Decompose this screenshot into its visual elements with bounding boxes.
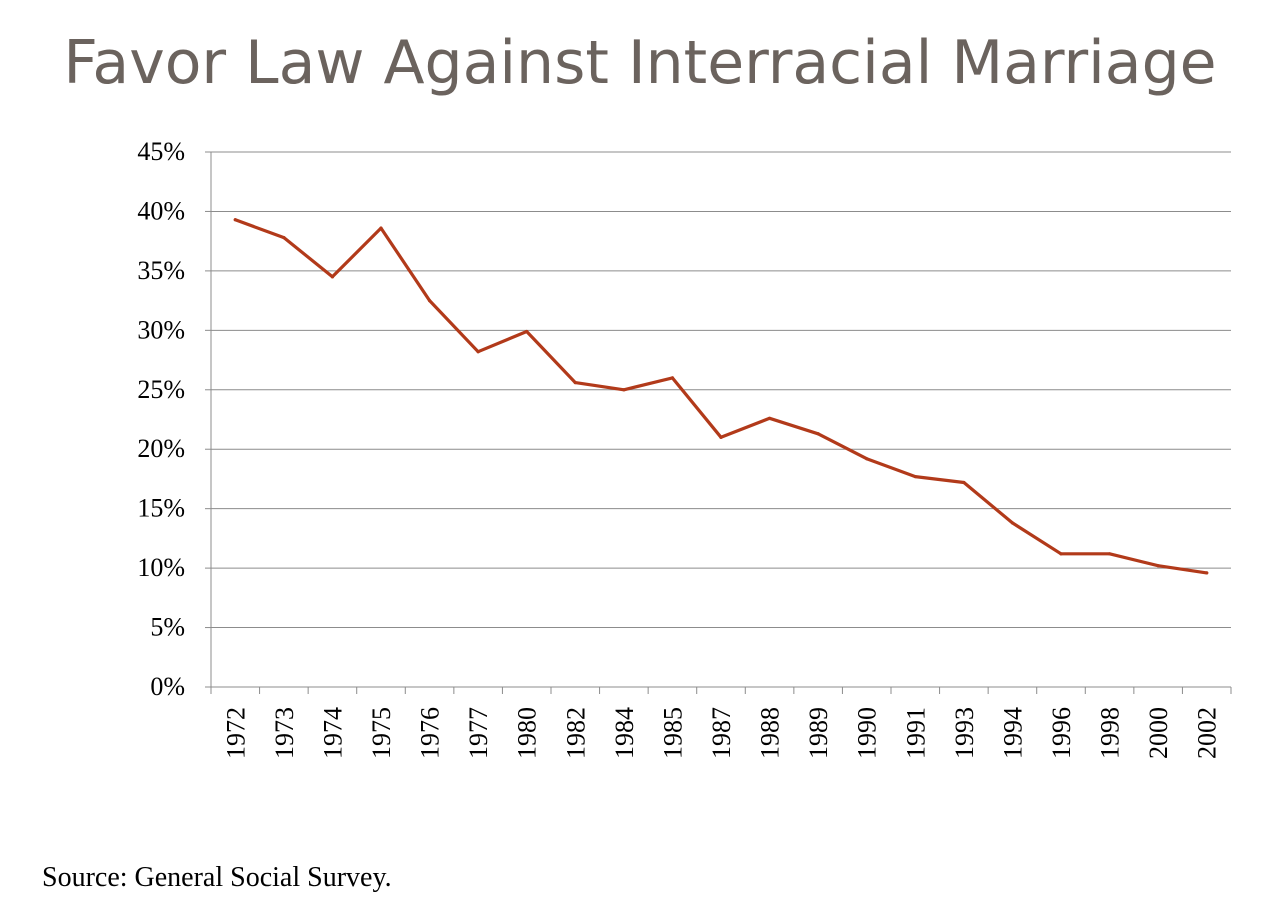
data-point	[525, 329, 529, 334]
y-tick-label: 15%	[137, 494, 185, 523]
x-tick-label: 1987	[707, 707, 736, 759]
x-tick-labels: 1972 1973 1974 1975 1976 1977 1980 1982 1984 1985…	[221, 707, 1221, 759]
data-point	[913, 474, 917, 479]
x-tick-label: 1998	[1096, 707, 1125, 759]
x-tick-label: 1989	[804, 707, 833, 759]
y-tick-label: 30%	[137, 315, 185, 344]
data-point	[1010, 521, 1015, 525]
data-point	[330, 275, 335, 279]
axes	[205, 151, 1232, 694]
x-tick-label: 1980	[513, 707, 542, 759]
chart-title: Favor Law Against Interracial Marriage	[63, 28, 1217, 98]
data-point	[476, 350, 480, 354]
x-tick-label: 2000	[1144, 707, 1173, 759]
gridlines	[211, 151, 1231, 629]
x-tick-label: 1974	[318, 707, 347, 759]
data-point	[719, 435, 723, 439]
x-tick-label: 2002	[1193, 707, 1222, 759]
data-point	[767, 416, 772, 420]
y-tick-label: 10%	[137, 553, 185, 582]
x-tick-label: 1975	[367, 707, 396, 759]
data-point	[1107, 552, 1112, 556]
series	[233, 218, 1209, 575]
x-tick-label: 1977	[464, 707, 493, 759]
x-tick-label: 1972	[221, 707, 250, 759]
x-tick-label: 1996	[1047, 707, 1076, 759]
x-tick-label: 1984	[610, 707, 639, 759]
data-point	[233, 218, 237, 222]
y-tick-label: 45%	[137, 137, 185, 166]
y-tick-labels: 0% 5% 10% 15% 20% 25% 30% 35% 40% 45%	[137, 137, 185, 701]
data-point	[1156, 564, 1160, 568]
x-tick-label: 1993	[950, 707, 979, 759]
x-tick-label: 1976	[416, 707, 445, 759]
data-point	[865, 457, 869, 461]
data-point	[816, 432, 820, 436]
x-tick-label: 1991	[901, 707, 930, 759]
data-point	[670, 376, 675, 380]
y-tick-label: 35%	[137, 256, 185, 285]
data-point	[573, 381, 577, 385]
data-point	[1059, 552, 1063, 556]
source-note: Source: General Social Survey.	[42, 862, 392, 893]
x-tick-label: 1990	[853, 707, 882, 759]
x-tick-label: 1988	[756, 707, 785, 759]
data-point	[427, 299, 432, 303]
y-tick-label: 25%	[137, 375, 185, 404]
x-tick-label: 1994	[998, 707, 1027, 759]
data-point	[1205, 571, 1209, 575]
series-line	[233, 218, 1209, 575]
y-tick-label: 0%	[150, 672, 185, 701]
x-tick-label: 1985	[658, 707, 687, 759]
data-point	[622, 388, 626, 392]
y-tick-label: 5%	[150, 613, 185, 642]
y-tick-label: 40%	[137, 196, 185, 225]
x-tick-label: 1973	[270, 707, 299, 759]
data-point	[282, 236, 286, 240]
x-tick-label: 1982	[561, 707, 590, 759]
y-tick-label: 20%	[137, 434, 185, 463]
data-point	[379, 226, 383, 230]
data-point	[962, 480, 966, 485]
